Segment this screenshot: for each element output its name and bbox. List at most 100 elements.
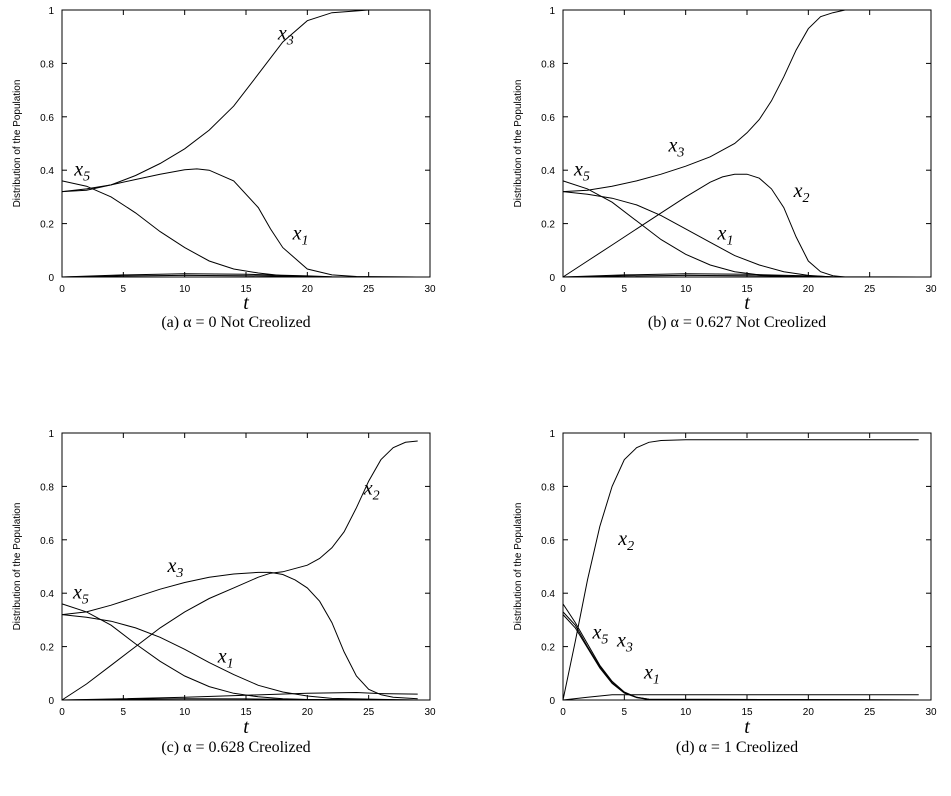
x-tick-label: 30 [424,284,436,295]
y-tick-label: 0 [549,696,555,707]
chart-panel-2: 0 5 10 15 20 25 30 0 0.2 0.4 0.6 0.8 1 Distribution o… [12,429,436,756]
series-x5-line [562,180,919,278]
y-axis-label: Distribution of the Population [12,80,23,208]
x-tick-label: 10 [680,284,692,295]
y-tick-label: 0.4 [541,589,555,600]
x-tick-label: 15 [240,284,252,295]
curve-label-x3: x3 [166,555,183,581]
chart-panel-3: 0 5 10 15 20 25 30 0 0.2 0.4 0.6 0.8 1 Distribution o… [513,429,937,756]
y-tick-label: 0 [48,273,54,284]
x-tick-label: 30 [925,707,937,718]
series-baseline-line-4 [61,274,418,278]
curve-label-x1: x1 [717,223,734,249]
panel-caption: (c) α = 0.628 Creolized [161,739,310,756]
x-tick-label: 10 [179,707,191,718]
y-tick-label: 0.8 [40,59,54,70]
y-tick-label: 1 [48,429,54,440]
x-axis-label: t [744,292,750,314]
series-baseline-line-5 [61,698,418,701]
y-axis-label: Distribution of the Population [12,503,23,631]
x-tick-label: 20 [803,707,815,718]
series-x5-line [61,603,418,701]
plot-frame [61,9,431,278]
y-tick-label: 0.4 [541,166,555,177]
x-tick-label: 5 [622,284,628,295]
x-tick-label: 15 [240,707,252,718]
series-baseline-line-4 [61,691,418,701]
y-tick-label: 0.8 [541,482,555,493]
y-tick-label: 0.8 [541,59,555,70]
chart-panel-1: 0 5 10 15 20 25 30 0 0.2 0.4 0.6 0.8 1 Distribution o… [513,6,937,331]
y-axis-label: Distribution of the Population [513,503,524,631]
x-tick-label: 0 [59,284,65,295]
y-tick-label: 0.2 [40,643,54,654]
x-tick-label: 0 [560,284,566,295]
curve-label-x3: x3 [277,22,294,48]
curve-label-x2: x2 [793,180,810,206]
series-x2-line [562,439,919,701]
x-tick-label: 10 [179,284,191,295]
x-tick-label: 5 [121,707,127,718]
y-tick-label: 1 [549,429,555,440]
series-x3-line [61,571,418,700]
x-tick-label: 25 [864,284,876,295]
series-x3-line [61,9,418,193]
y-tick-label: 0 [549,273,555,284]
curve-label-x5: x5 [72,582,89,608]
x-axis-label: t [243,292,249,314]
series-x2-line [61,440,418,701]
series-baseline-line-5 [562,274,919,278]
y-tick-label: 0.2 [40,220,54,231]
panel-caption: (b) α = 0.627 Not Creolized [648,314,826,331]
series-x2-line [562,173,919,278]
series-baseline-line-4 [562,694,919,701]
y-tick-label: 0.6 [40,113,54,124]
y-tick-label: 1 [48,6,54,17]
series-x5-line [61,180,418,278]
x-tick-label: 25 [864,707,876,718]
y-tick-label: 0.2 [541,220,555,231]
curve-label-x3: x3 [616,630,633,656]
x-tick-label: 20 [302,707,314,718]
curve-label-x2: x2 [617,528,634,554]
curve-label-x5: x5 [573,159,590,185]
curve-label-x1: x1 [643,662,660,688]
y-axis-label: Distribution of the Population [513,80,524,208]
x-tick-label: 0 [59,707,65,718]
panel-caption: (d) α = 1 Creolized [676,739,798,756]
y-tick-label: 0 [48,696,54,707]
x-tick-label: 5 [121,284,127,295]
x-tick-label: 25 [363,284,375,295]
series-x1-line [61,168,418,278]
y-tick-label: 0.6 [40,536,54,547]
series-x1-line [562,191,919,278]
curve-label-x1: x1 [217,646,234,672]
curve-label-x2: x2 [363,477,380,503]
y-tick-label: 0.6 [541,536,555,547]
x-tick-label: 30 [424,707,436,718]
x-tick-label: 0 [560,707,566,718]
x-tick-label: 20 [302,284,314,295]
x-tick-label: 20 [803,284,815,295]
x-tick-label: 25 [363,707,375,718]
x-axis-label: t [243,716,249,738]
plot-frame [562,9,932,278]
series-x3-line [562,9,919,193]
y-tick-label: 0.4 [40,166,54,177]
plot-frame [61,432,431,701]
x-tick-label: 30 [925,284,937,295]
series-x1-line [562,614,919,701]
curve-label-x5: x5 [591,622,608,648]
curve-label-x5: x5 [73,159,90,185]
panel-caption: (a) α = 0 Not Creolized [161,314,310,331]
y-tick-label: 0.2 [541,643,555,654]
curve-label-x3: x3 [667,135,684,161]
y-tick-label: 0.6 [541,113,555,124]
series-x1-line [61,614,418,701]
y-tick-label: 1 [549,6,555,17]
x-tick-label: 5 [622,707,628,718]
x-axis-label: t [744,716,750,738]
curve-label-x1: x1 [292,223,309,249]
x-tick-label: 15 [741,707,753,718]
